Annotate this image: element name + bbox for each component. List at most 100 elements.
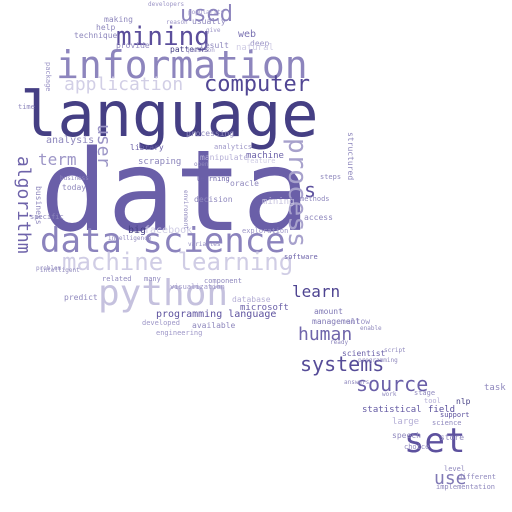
cloud-word: python xyxy=(98,273,229,314)
cloud-word: user xyxy=(93,124,114,168)
cloud-word: implementation xyxy=(436,483,496,491)
cloud-word: human xyxy=(298,324,353,345)
cloud-word: language xyxy=(20,78,319,151)
cloud-word: science xyxy=(432,419,462,427)
cloud-word: intelligent xyxy=(40,267,80,274)
cloud-word: environment xyxy=(182,190,189,230)
cloud-word: level xyxy=(444,465,466,473)
cloud-word: available xyxy=(192,321,236,330)
cloud-word: technique xyxy=(74,31,118,40)
cloud-word: s xyxy=(304,178,317,202)
cloud-word: feature xyxy=(246,157,276,165)
cloud-word: methods xyxy=(300,195,330,203)
cloud-word: business xyxy=(34,186,43,225)
cloud-word: statistical xyxy=(362,405,422,415)
cloud-word: predict xyxy=(64,293,98,302)
cloud-word: developed xyxy=(142,319,180,327)
cloud-word: work xyxy=(382,391,397,398)
cloud-word: script xyxy=(384,347,406,354)
cloud-word: amount xyxy=(314,307,343,316)
cloud-word: database xyxy=(232,295,271,304)
cloud-word: time xyxy=(18,103,35,111)
cloud-word: component xyxy=(204,277,242,285)
cloud-word: manipulate xyxy=(200,153,249,162)
cloud-word: steps xyxy=(320,173,342,181)
cloud-word: provide xyxy=(116,41,150,50)
cloud-word: engineering xyxy=(156,329,203,337)
cloud-word: help xyxy=(96,23,116,32)
cloud-word: patterns xyxy=(170,45,209,54)
cloud-word: facebook xyxy=(144,225,193,236)
cloud-word: specific xyxy=(30,213,64,221)
cloud-word: related xyxy=(102,275,132,283)
cloud-word: mining xyxy=(116,22,210,52)
cloud-word: choice xyxy=(404,443,430,451)
cloud-word: software xyxy=(284,253,318,261)
cloud-word: programming language xyxy=(156,309,277,320)
cloud-word: usually xyxy=(192,17,226,26)
cloud-word: exploration xyxy=(242,227,289,235)
cloud-word: library xyxy=(130,143,164,152)
cloud-word: data xyxy=(40,127,310,257)
cloud-word: used xyxy=(180,2,233,27)
cloud-word: information xyxy=(56,43,308,87)
cloud-word: answers xyxy=(344,379,370,386)
cloud-word: result xyxy=(200,41,229,50)
cloud-word: developers xyxy=(148,1,185,8)
cloud-word: visualization xyxy=(170,283,225,291)
cloud-word: source xyxy=(356,372,429,396)
cloud-word: large xyxy=(392,417,420,427)
cloud-word: access xyxy=(304,213,333,222)
cloud-word: term xyxy=(38,150,77,169)
cloud-word: business xyxy=(60,175,89,182)
cloud-word: stage xyxy=(414,389,436,397)
cloud-word: learning xyxy=(196,175,230,183)
cloud-word: application xyxy=(64,74,184,95)
cloud-word: data science xyxy=(40,221,286,261)
cloud-word: different xyxy=(458,473,496,481)
cloud-word: enable xyxy=(360,325,382,332)
cloud-word: tool xyxy=(424,397,441,405)
cloud-word: programming xyxy=(358,357,398,364)
cloud-word: big xyxy=(128,225,147,236)
cloud-word: structured xyxy=(346,132,355,181)
cloud-word: microsoft xyxy=(240,303,289,313)
cloud-word: field xyxy=(428,405,456,415)
cloud-word: scraping xyxy=(138,157,182,167)
cloud-word: systems xyxy=(300,352,385,376)
cloud-word: package xyxy=(44,62,52,92)
cloud-word: speech xyxy=(392,431,421,440)
cloud-word: task xyxy=(484,383,506,393)
cloud-word: oracle xyxy=(230,179,259,188)
cloud-word: use xyxy=(434,468,467,489)
cloud-word: store xyxy=(440,433,465,442)
cloud-word: learn xyxy=(292,282,341,301)
cloud-word: deep xyxy=(250,39,270,48)
cloud-word: today xyxy=(62,183,87,192)
cloud-word: variables xyxy=(188,241,221,248)
cloud-word: scientist xyxy=(342,349,386,358)
cloud-word: processing xyxy=(186,129,235,138)
cloud-word: decision xyxy=(194,195,233,204)
cloud-word: machine learning xyxy=(62,248,294,276)
cloud-word: intelligence xyxy=(108,235,152,242)
cloud-word: give xyxy=(206,27,221,34)
cloud-word: ready xyxy=(330,339,349,346)
cloud-word: computer xyxy=(204,72,310,97)
cloud-word: problem xyxy=(36,265,62,272)
cloud-word: algorithm xyxy=(13,156,34,254)
cloud-word: nlp xyxy=(456,397,471,406)
cloud-word: machine xyxy=(246,151,284,161)
cloud-word: popularity xyxy=(188,9,225,16)
cloud-word: many xyxy=(144,275,161,283)
cloud-word: analysis xyxy=(46,135,95,146)
cloud-word: allow xyxy=(346,317,371,326)
cloud-word: open xyxy=(194,161,209,168)
cloud-word: natural xyxy=(236,43,274,53)
cloud-word: support xyxy=(440,411,470,419)
cloud-word: analytics xyxy=(214,143,252,151)
cloud-word: management xyxy=(312,317,361,326)
cloud-word: reason xyxy=(166,19,188,26)
cloud-word: question xyxy=(186,47,215,54)
